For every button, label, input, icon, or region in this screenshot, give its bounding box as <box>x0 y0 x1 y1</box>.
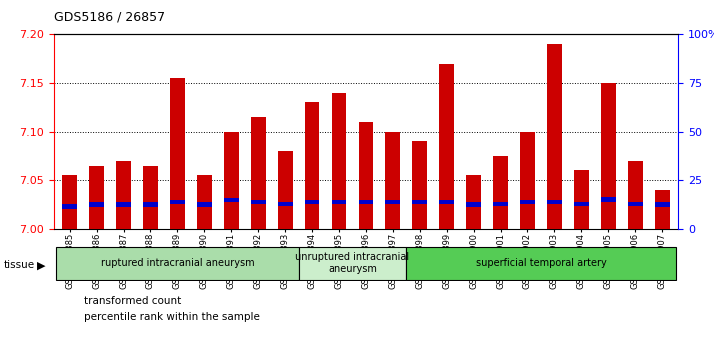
Bar <box>466 203 481 207</box>
Bar <box>89 166 104 229</box>
Text: transformed count: transformed count <box>84 295 181 306</box>
Text: ▶: ▶ <box>37 261 46 271</box>
Text: ruptured intracranial aneurysm: ruptured intracranial aneurysm <box>101 258 254 268</box>
Bar <box>386 132 401 229</box>
Bar <box>143 166 158 229</box>
Bar <box>439 200 454 204</box>
Bar <box>278 151 293 229</box>
Bar <box>601 197 615 201</box>
Bar <box>413 141 427 229</box>
Bar <box>224 132 238 229</box>
FancyBboxPatch shape <box>298 247 406 280</box>
Bar <box>331 200 346 204</box>
Bar <box>358 122 373 229</box>
Bar <box>197 175 212 229</box>
Bar <box>413 200 427 204</box>
Text: tissue: tissue <box>4 260 35 270</box>
Bar <box>439 64 454 229</box>
Bar <box>331 93 346 229</box>
Text: GDS5186 / 26857: GDS5186 / 26857 <box>54 11 165 24</box>
Text: unruptured intracranial
aneurysm: unruptured intracranial aneurysm <box>296 252 410 274</box>
Bar <box>547 44 562 229</box>
Bar <box>116 203 131 207</box>
Bar <box>143 203 158 207</box>
Bar <box>89 203 104 207</box>
Bar <box>655 203 670 207</box>
Bar <box>170 78 185 229</box>
Bar <box>62 204 77 209</box>
Bar <box>62 175 77 229</box>
Bar <box>251 200 266 204</box>
Bar <box>305 200 319 204</box>
Bar <box>520 132 535 229</box>
Bar <box>278 201 293 206</box>
FancyBboxPatch shape <box>56 247 298 280</box>
Bar <box>197 203 212 207</box>
FancyBboxPatch shape <box>406 247 675 280</box>
Bar <box>358 200 373 204</box>
Bar <box>386 200 401 204</box>
Bar <box>520 200 535 204</box>
Bar <box>547 200 562 204</box>
Text: percentile rank within the sample: percentile rank within the sample <box>84 312 260 322</box>
Bar <box>493 156 508 229</box>
Text: superficial temporal artery: superficial temporal artery <box>476 258 606 268</box>
Bar <box>116 161 131 229</box>
Bar <box>251 117 266 229</box>
Bar <box>574 171 589 229</box>
Bar <box>628 161 643 229</box>
Bar <box>305 102 319 229</box>
Bar <box>601 83 615 229</box>
Bar <box>466 175 481 229</box>
Bar <box>628 201 643 206</box>
Bar <box>493 201 508 206</box>
Bar <box>170 200 185 204</box>
Bar <box>574 201 589 206</box>
Bar <box>224 197 238 203</box>
Bar <box>655 190 670 229</box>
